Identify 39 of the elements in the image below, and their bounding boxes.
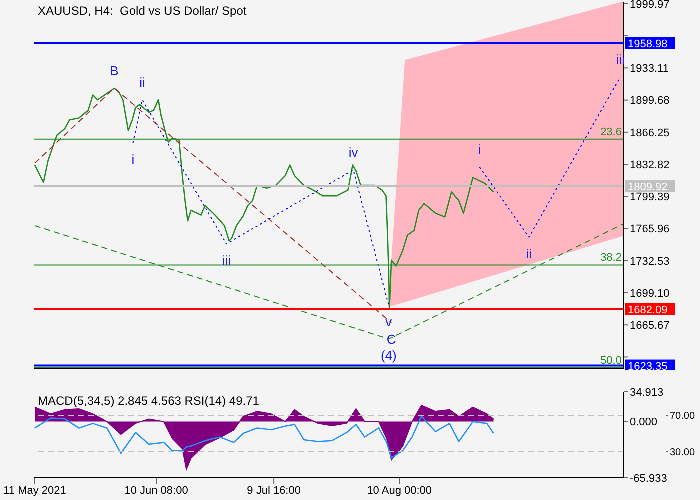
annotation: i [132, 152, 135, 168]
y-tick-label: 1732.53 [630, 256, 670, 268]
y2-tick-label: 70.00 [670, 411, 696, 422]
y-tick-label: 1665.67 [630, 320, 670, 332]
y2-tick-label: 30.00 [670, 447, 696, 458]
line-series [34, 416, 494, 459]
y-tick-label: 1933.11 [630, 63, 669, 76]
annotation: i [478, 142, 482, 158]
y-tick-label: 1765.96 [630, 224, 670, 236]
ref-line-label: 1623.35 [628, 360, 668, 373]
y-tick-label: 1899.68 [630, 95, 670, 108]
annotation: B [110, 63, 119, 78]
y-tick-label: 1832.82 [630, 159, 670, 172]
x-tick-label: 10 Aug 00:00 [367, 484, 432, 497]
ref-line-label: 1809.92 [628, 182, 668, 194]
y-tick-label: 1699.10 [630, 288, 670, 300]
chart-title: XAUUSD, H4: Gold vs US Dollar/ Spot [38, 4, 247, 18]
y-tick-label: -65.933 [630, 472, 668, 485]
y-tick-label: 1866.25 [630, 127, 670, 140]
ref-line-label: 1958.98 [628, 38, 668, 50]
annotation: 23.6 [600, 126, 622, 138]
annotation: v [386, 314, 393, 330]
annotation: (4) [380, 348, 397, 364]
y-tick-label: 0.000 [630, 416, 658, 429]
x-tick-label: 11 May 2021 [4, 484, 66, 497]
y-tick-label: 1999.97 [630, 0, 670, 11]
ref-line-label: 1682.09 [628, 304, 668, 316]
annotation: ii [140, 74, 146, 90]
x-tick-label: 9 Jul 16:00 [247, 484, 301, 497]
y-tick-label: 1799.39 [630, 192, 670, 204]
annotation: 38.2 [600, 252, 622, 264]
annotation: ii [526, 246, 532, 262]
annotation: 50.0 [600, 355, 622, 368]
line-series [132, 99, 390, 306]
annotation: iii [222, 253, 232, 268]
x-tick-label: 10 Jun 08:00 [124, 484, 188, 497]
y-tick-label: 34.913 [630, 386, 664, 399]
annotation: iv [348, 145, 359, 160]
chart-title: MACD(5,34,5) 2.845 4.563 RSI(14) 49.71 [38, 394, 260, 408]
